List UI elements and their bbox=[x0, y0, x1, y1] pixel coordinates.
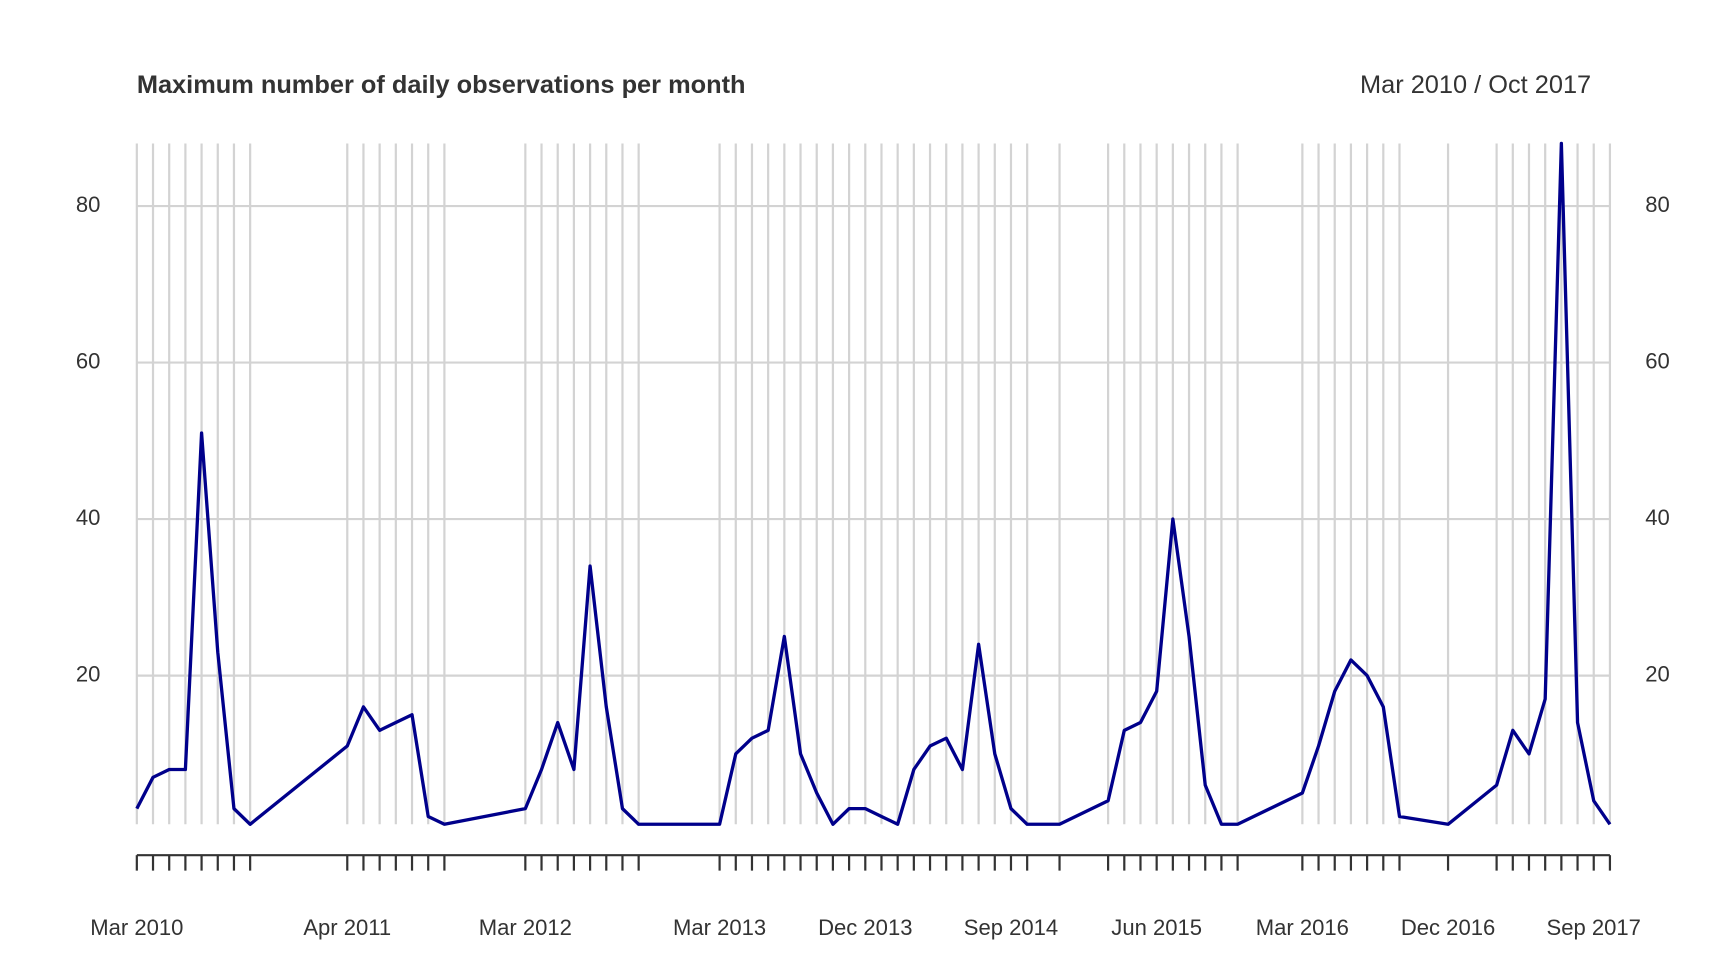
y-tick-label: 20 bbox=[76, 661, 101, 686]
x-tick-label: Jun 2015 bbox=[1111, 915, 1202, 940]
x-tick-label: Mar 2016 bbox=[1256, 915, 1349, 940]
x-tick-label: Dec 2016 bbox=[1401, 915, 1495, 940]
x-tick-label: Sep 2017 bbox=[1547, 915, 1641, 940]
y2-tick-label: 60 bbox=[1645, 348, 1670, 373]
x-tick-label: Dec 2013 bbox=[818, 915, 912, 940]
y-tick-label: 80 bbox=[76, 192, 101, 217]
x-tick-label: Mar 2010 bbox=[90, 915, 183, 940]
y2-tick-label: 40 bbox=[1645, 505, 1670, 530]
line-series bbox=[135, 141, 1612, 826]
x-tick-label: Sep 2014 bbox=[964, 915, 1058, 940]
date-range: Mar 2010 / Oct 2017 bbox=[1360, 71, 1591, 99]
y-tick-label: 40 bbox=[76, 505, 101, 530]
x-tick-label: Apr 2011 bbox=[303, 915, 391, 940]
y2-tick-label: 20 bbox=[1645, 661, 1670, 686]
y-tick-label: 60 bbox=[76, 348, 101, 373]
chart-title: Maximum number of daily observations per… bbox=[137, 71, 746, 99]
y2-tick-label: 80 bbox=[1645, 192, 1670, 217]
x-tick-label: Mar 2013 bbox=[673, 915, 766, 940]
x-tick-label: Mar 2012 bbox=[479, 915, 572, 940]
